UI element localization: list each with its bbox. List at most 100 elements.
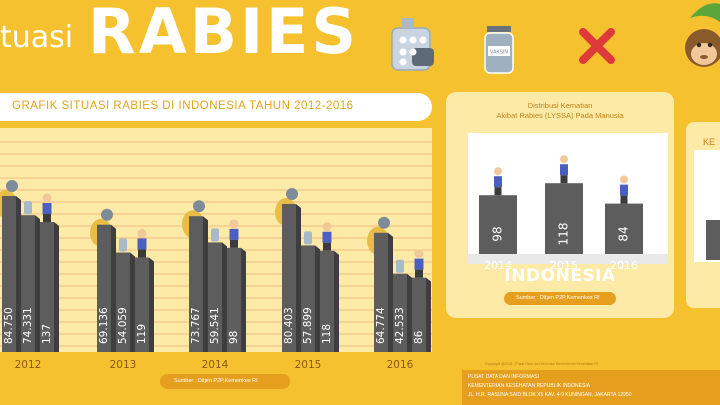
- bar-2012-s1: [21, 215, 35, 352]
- vaccine-icon: [119, 238, 127, 252]
- bar-shadow: [222, 242, 227, 352]
- bar-label-2012-s0: 84.750: [3, 307, 15, 344]
- bar-2016-s2: [412, 277, 426, 352]
- bar-2016-s0: [374, 232, 388, 352]
- partial-panel-label: KE: [703, 137, 716, 147]
- bar-2015-s1: [301, 245, 315, 352]
- cat-icon: [378, 216, 390, 229]
- bar-shadow: [16, 195, 21, 352]
- country-label: INDONESIA: [504, 266, 616, 286]
- bar-label-2012-s2: 137: [41, 324, 53, 344]
- bar-label-2013-s1: 54.059: [117, 307, 129, 344]
- footer-line3: JL. H.R. RASUNA SAID BLOK X5 KAV. 4-9 KU…: [468, 392, 632, 398]
- person-legs-icon: [494, 187, 502, 196]
- death-bar-2016: [605, 203, 643, 254]
- person-body-icon: [137, 238, 147, 250]
- bar-2015-s0: [282, 203, 296, 352]
- person-body-icon: [414, 258, 424, 270]
- person-legs-icon: [415, 269, 423, 278]
- bar-2014-s0: [189, 216, 203, 352]
- cat-icon: [286, 187, 298, 200]
- bar-shadow: [203, 216, 208, 352]
- bar-label-2016-s1: 42.533: [394, 307, 406, 344]
- person-body-icon: [229, 228, 239, 240]
- person-legs-icon: [323, 242, 331, 251]
- pills-icon: [391, 18, 434, 71]
- footer-line1: PUSAT DATA DAN INFORMASI: [468, 374, 540, 380]
- x-axis-band: [0, 352, 432, 374]
- person-body-icon: [620, 184, 628, 196]
- person-head-icon: [620, 175, 628, 184]
- death-category-2016: 2016: [610, 259, 638, 272]
- person-head-icon: [137, 228, 147, 238]
- death-bar-label-2015: 118: [557, 223, 571, 246]
- vaccine-icon: [396, 259, 404, 273]
- chart-source: Sumber : Ditjen P2P,Kemenkes RI: [174, 378, 258, 384]
- person-head-icon: [322, 222, 332, 232]
- bar-shadow: [111, 224, 116, 352]
- death-bar-label-2016: 84: [617, 226, 631, 241]
- bar-2012-s0: [2, 195, 16, 352]
- bar-2013-s0: [97, 224, 111, 352]
- bar-shadow: [315, 245, 320, 352]
- bar-shadow: [35, 215, 40, 352]
- death-bar-2014: [479, 195, 517, 254]
- vaccine-label: VAKSIN: [490, 50, 508, 56]
- vaccine-icon: [24, 201, 32, 215]
- bar-shadow: [388, 232, 393, 352]
- bar-label-2014-s1: 59.541: [209, 307, 221, 344]
- person-legs-icon: [620, 195, 628, 204]
- cat-icon: [6, 179, 18, 192]
- bar-shadow: [407, 273, 412, 352]
- death-chart-floor: [468, 254, 668, 264]
- person-legs-icon: [138, 249, 146, 258]
- bar-2014-s1: [208, 242, 222, 352]
- person-legs-icon: [560, 175, 568, 184]
- cat-icon: [193, 200, 205, 213]
- vaccine-bottle-icon: [484, 26, 514, 74]
- panel-source-pill: Sumber : Ditjen P2P,Kemenkes RI: [504, 292, 616, 305]
- panel-source: Sumber : Ditjen P2P,Kemenkes RI: [516, 295, 600, 301]
- footer-line2: KEMENTERIAN KESEHATAN REPUBLIK INDONESIA: [468, 383, 591, 389]
- bar-shadow: [241, 247, 246, 352]
- page-title: RABIES: [88, 0, 360, 68]
- person-body-icon: [322, 231, 332, 243]
- person-body-icon: [560, 164, 568, 176]
- person-head-icon: [42, 193, 52, 203]
- person-head-icon: [229, 219, 239, 229]
- category-label-2015: 2015: [295, 359, 322, 371]
- bar-2016-s1: [393, 273, 407, 352]
- source-pill: Sumber : Ditjen P2P,Kemenkes RI: [160, 374, 290, 389]
- category-label-2016: 2016: [387, 359, 414, 371]
- bar-shadow: [130, 252, 135, 352]
- cross-icon: [579, 28, 615, 64]
- bar-2015-s2: [320, 250, 334, 352]
- bar-shadow: [54, 222, 59, 352]
- person-body-icon: [42, 203, 52, 215]
- bar-label-2012-s1: 74.331: [22, 307, 34, 344]
- copyright-text: Copyright @2018 - Pusat Data dan Informa…: [485, 362, 598, 366]
- bar-2013-s1: [116, 252, 130, 352]
- bar-shadow: [426, 277, 431, 352]
- death-bar-label-2014: 98: [491, 226, 505, 241]
- palm-leaf-icon: [690, 3, 720, 22]
- bar-label-2015-s2: 118: [321, 324, 333, 344]
- person-legs-icon: [230, 239, 238, 248]
- monkey-icon: [685, 29, 720, 67]
- person-legs-icon: [43, 214, 51, 223]
- death-category-2015: 2015: [550, 259, 578, 272]
- person-body-icon: [494, 176, 502, 188]
- bar-label-2013-s2: 119: [136, 324, 148, 344]
- bar-label-2014-s2: 98: [228, 331, 240, 344]
- bar-label-2015-s0: 80.403: [283, 307, 295, 344]
- person-head-icon: [494, 167, 502, 176]
- bar-2012-s2: [40, 222, 54, 352]
- chart-title-banner: GRAFIK SITUASI RABIES DI INDONESIA TAHUN…: [0, 93, 432, 121]
- category-label-2013: 2013: [110, 359, 137, 371]
- vaccine-icon: [211, 228, 219, 242]
- chart-title: GRAFIK SITUASI RABIES DI INDONESIA TAHUN…: [12, 100, 354, 112]
